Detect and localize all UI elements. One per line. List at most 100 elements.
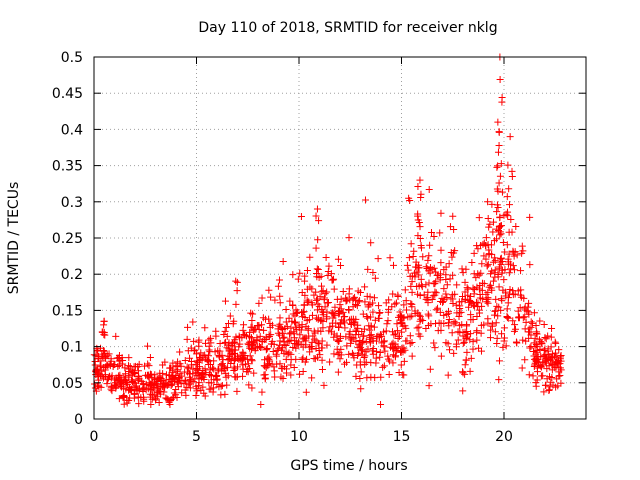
data-point xyxy=(312,345,320,353)
data-point xyxy=(155,399,163,407)
data-point xyxy=(405,194,413,202)
data-point xyxy=(369,269,377,277)
data-point xyxy=(476,281,484,289)
data-point xyxy=(552,383,560,391)
data-point xyxy=(402,324,410,332)
data-point xyxy=(192,391,200,399)
data-point xyxy=(144,360,152,368)
data-point xyxy=(299,367,307,375)
data-point xyxy=(330,350,338,358)
data-point xyxy=(192,368,200,376)
data-point xyxy=(468,258,476,266)
data-point xyxy=(378,332,386,340)
data-point xyxy=(128,378,136,386)
data-point xyxy=(517,267,525,275)
data-point xyxy=(233,387,241,395)
data-point xyxy=(449,212,457,220)
data-point xyxy=(197,386,205,394)
data-point xyxy=(360,353,368,361)
data-point xyxy=(371,274,379,282)
data-point xyxy=(390,331,398,339)
x-tick-label: 5 xyxy=(192,429,201,445)
y-tick-label: 0.15 xyxy=(52,303,83,319)
x-axis-label: GPS time / hours xyxy=(290,458,407,474)
data-point xyxy=(230,317,238,325)
data-point xyxy=(490,237,498,245)
data-point xyxy=(433,271,441,279)
data-point xyxy=(308,311,316,319)
data-point xyxy=(228,342,236,350)
data-point xyxy=(492,295,500,303)
data-point xyxy=(267,293,275,301)
data-point xyxy=(452,301,460,309)
data-point xyxy=(496,214,504,222)
data-point xyxy=(453,281,461,289)
data-point xyxy=(157,390,165,398)
data-point xyxy=(315,217,323,225)
data-point xyxy=(346,328,354,336)
data-point xyxy=(415,271,423,279)
data-point xyxy=(521,313,529,321)
data-point xyxy=(227,359,235,367)
data-point xyxy=(248,323,256,331)
data-point xyxy=(448,291,456,299)
data-point xyxy=(365,301,373,309)
data-point xyxy=(193,365,201,373)
data-point xyxy=(485,250,493,258)
data-point xyxy=(504,161,512,169)
data-point xyxy=(263,361,271,369)
data-point xyxy=(197,349,205,357)
data-point xyxy=(452,340,460,348)
data-point xyxy=(159,361,167,369)
data-point xyxy=(417,275,425,283)
data-point xyxy=(401,286,409,294)
data-point xyxy=(356,289,364,297)
data-point xyxy=(230,363,238,371)
data-point xyxy=(99,347,107,355)
data-point xyxy=(462,265,470,273)
data-point xyxy=(205,342,213,350)
data-point xyxy=(416,176,424,184)
data-point xyxy=(308,345,316,353)
data-point xyxy=(303,355,311,363)
data-point xyxy=(125,384,133,392)
data-point xyxy=(340,317,348,325)
data-point xyxy=(207,379,215,387)
data-point xyxy=(526,213,534,221)
data-point xyxy=(315,340,323,348)
data-point xyxy=(209,384,217,392)
data-point xyxy=(98,350,106,358)
data-point xyxy=(192,360,200,368)
data-point xyxy=(456,302,464,310)
data-point xyxy=(478,260,486,268)
data-point xyxy=(151,396,159,404)
data-point xyxy=(269,347,277,355)
data-point xyxy=(424,321,432,329)
data-point xyxy=(482,234,490,242)
data-point xyxy=(495,179,503,187)
data-point xyxy=(504,208,512,216)
data-point xyxy=(312,244,320,252)
data-point xyxy=(517,286,525,294)
data-point xyxy=(501,266,509,274)
data-point xyxy=(364,314,372,322)
data-point xyxy=(262,346,270,354)
data-point xyxy=(532,382,540,390)
data-point xyxy=(169,369,177,377)
data-point xyxy=(376,353,384,361)
data-point xyxy=(376,348,384,356)
data-point xyxy=(400,357,408,365)
data-point xyxy=(343,358,351,366)
data-point xyxy=(494,312,502,320)
data-point xyxy=(267,340,275,348)
data-point xyxy=(469,338,477,346)
data-point xyxy=(503,312,511,320)
data-point xyxy=(510,252,518,260)
data-point xyxy=(324,267,332,275)
data-point xyxy=(505,228,513,236)
data-point xyxy=(529,372,537,380)
data-point xyxy=(374,255,382,263)
data-point xyxy=(454,336,462,344)
data-point xyxy=(172,391,180,399)
data-point xyxy=(119,356,127,364)
